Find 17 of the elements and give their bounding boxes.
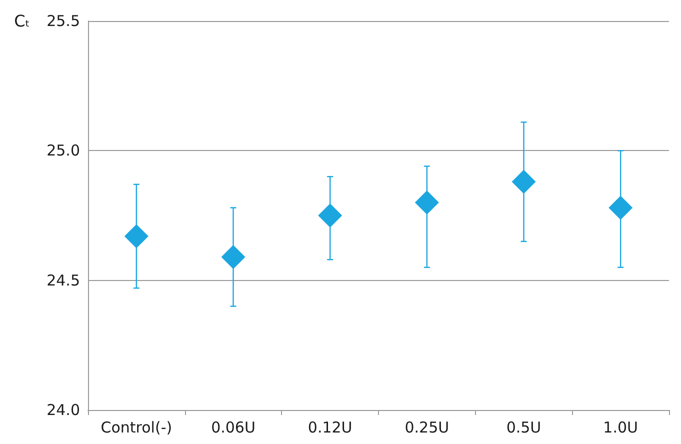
point — [414, 190, 439, 215]
y-tick-label: 25.5 — [46, 12, 80, 30]
x-tick-label: 0.5U — [506, 418, 542, 436]
x-tick-label: 1.0U — [603, 418, 638, 436]
y-tick-label: 24.5 — [46, 271, 80, 290]
point — [124, 224, 148, 248]
y-tick-label: 25.0 — [46, 142, 80, 160]
x-tick-label: 0.12U — [308, 418, 352, 436]
x-tick-label: 0.25U — [404, 418, 450, 436]
point — [318, 204, 342, 228]
y-tick-label: 24.0 — [46, 401, 80, 419]
point — [221, 244, 246, 269]
x-tick-label: 0.06U — [211, 418, 256, 436]
point — [608, 196, 633, 220]
point — [512, 170, 536, 194]
x-tick-label: Control(-) — [100, 418, 172, 436]
y-axis-title: Cₜ — [14, 12, 30, 30]
